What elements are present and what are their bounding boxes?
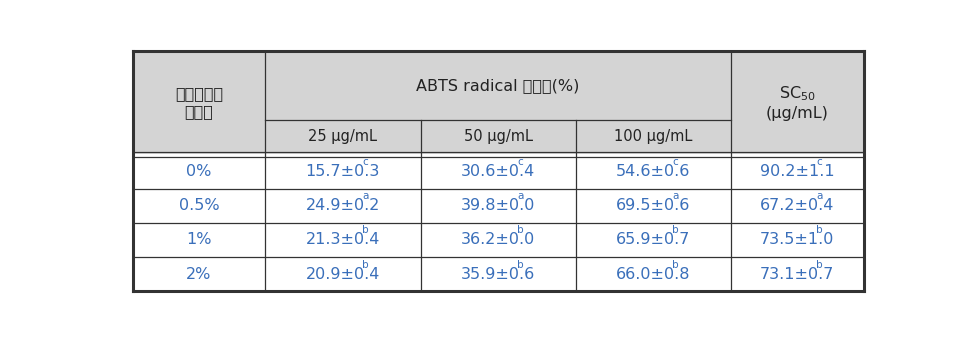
Text: 65.9±0.7: 65.9±0.7 [616, 233, 690, 247]
Bar [575, 154, 731, 188]
Bar [265, 154, 421, 188]
Bar [265, 257, 421, 291]
Bar [421, 188, 575, 223]
Text: 66.0±0.8: 66.0±0.8 [616, 267, 691, 282]
Text: a: a [517, 191, 524, 201]
Text: b: b [673, 225, 679, 235]
Text: c: c [362, 157, 367, 167]
Bar [133, 188, 265, 223]
Text: SC$_{50}$
(μg/mL): SC$_{50}$ (μg/mL) [766, 85, 829, 121]
Text: b: b [816, 260, 823, 270]
Bar [421, 154, 575, 188]
Bar [731, 188, 863, 223]
Text: 67.2±0.4: 67.2±0.4 [760, 198, 834, 213]
Text: 36.2±0.0: 36.2±0.0 [461, 233, 536, 247]
Bar [575, 120, 731, 154]
Text: a: a [362, 191, 368, 201]
Bar [265, 223, 421, 257]
Bar [731, 223, 863, 257]
Bar [421, 223, 575, 257]
Text: 35.9±0.6: 35.9±0.6 [461, 267, 536, 282]
Text: b: b [517, 225, 524, 235]
Text: 20.9±0.4: 20.9±0.4 [306, 267, 380, 282]
Bar [265, 51, 731, 120]
Text: 100 μg/mL: 100 μg/mL [614, 129, 693, 144]
Bar [731, 51, 863, 154]
Bar [575, 188, 731, 223]
Text: 0.5%: 0.5% [179, 198, 220, 213]
Bar [133, 223, 265, 257]
Bar [575, 223, 731, 257]
Text: 39.8±0.0: 39.8±0.0 [461, 198, 536, 213]
Bar [575, 257, 731, 291]
Text: 15.7±0.3: 15.7±0.3 [306, 164, 380, 179]
Text: 0%: 0% [187, 164, 212, 179]
Text: b: b [362, 260, 368, 270]
Bar [731, 154, 863, 188]
Bar [265, 188, 421, 223]
Text: a: a [673, 191, 678, 201]
Text: 2%: 2% [187, 267, 212, 282]
Bar [133, 51, 265, 154]
Text: c: c [673, 157, 678, 167]
Text: 50 μg/mL: 50 μg/mL [464, 129, 533, 144]
Bar [133, 257, 265, 291]
Text: 24.9±0.2: 24.9±0.2 [306, 198, 380, 213]
Bar [133, 154, 265, 188]
Bar [421, 120, 575, 154]
Text: 90.2±1.1: 90.2±1.1 [760, 164, 835, 179]
Text: 73.1±0.7: 73.1±0.7 [760, 267, 834, 282]
Text: b: b [673, 260, 679, 270]
Text: 1%: 1% [187, 233, 212, 247]
Text: b: b [362, 225, 368, 235]
Text: 30.6±0.4: 30.6±0.4 [461, 164, 536, 179]
Text: 발효미생물
접종량: 발효미생물 접종량 [175, 86, 224, 119]
Bar [421, 257, 575, 291]
Bar [731, 257, 863, 291]
Bar [265, 120, 421, 154]
Text: ABTS radical 소거능(%): ABTS radical 소거능(%) [416, 78, 580, 93]
Text: c: c [517, 157, 523, 167]
Text: 54.6±0.6: 54.6±0.6 [616, 164, 690, 179]
Text: a: a [816, 191, 822, 201]
Text: b: b [517, 260, 524, 270]
Text: 25 μg/mL: 25 μg/mL [308, 129, 377, 144]
Text: 73.5±1.0: 73.5±1.0 [760, 233, 834, 247]
Text: 21.3±0.4: 21.3±0.4 [306, 233, 380, 247]
Text: 69.5±0.6: 69.5±0.6 [616, 198, 690, 213]
Text: b: b [816, 225, 823, 235]
Text: c: c [816, 157, 822, 167]
